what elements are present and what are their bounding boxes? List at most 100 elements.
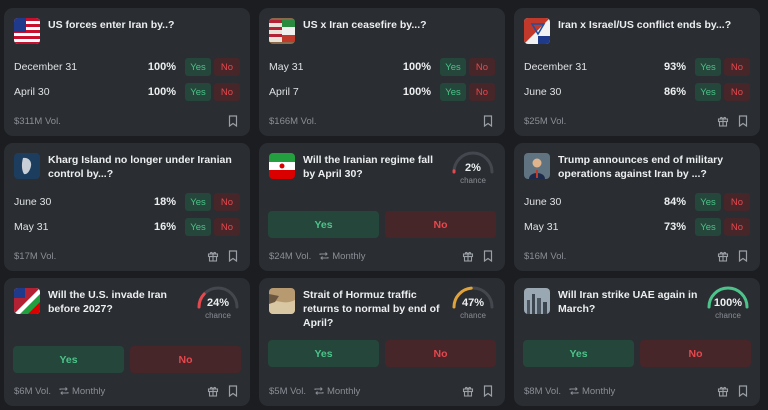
market-card[interactable]: Strait of Hormuz traffic returns to norm… [259, 278, 505, 406]
volume-label: $5M Vol. [269, 385, 306, 397]
yes-button[interactable]: Yes [440, 83, 466, 101]
market-title[interactable]: Will the Iranian regime fall by April 30… [303, 154, 434, 180]
gauge-arc [452, 151, 494, 174]
market-title[interactable]: US forces enter Iran by..? [48, 19, 175, 31]
no-button[interactable]: No [724, 218, 750, 236]
yes-button[interactable]: Yes [268, 340, 379, 367]
bookmark-icon[interactable] [226, 384, 240, 398]
recurrence-label: Monthly [71, 385, 106, 397]
repeat-icon [319, 252, 329, 260]
market-title[interactable]: Iran x Israel/US conflict ends by...? [558, 19, 732, 31]
yes-button[interactable]: Yes [440, 58, 466, 76]
outcome-row: December 31 100% Yes No [14, 58, 240, 76]
no-button[interactable]: No [214, 218, 240, 236]
iran-israel-flags-icon [524, 18, 550, 44]
chance-value: 47% [461, 297, 485, 309]
bookmark-icon[interactable] [736, 384, 750, 398]
chance-gauge: 24% chance [195, 285, 241, 320]
market-card[interactable]: Will the U.S. invade Iran before 2027? 2… [4, 278, 250, 406]
market-card[interactable]: Will Iran strike UAE again in March? 100… [514, 278, 760, 406]
outcome-label: December 31 [14, 61, 78, 73]
recurrence: Monthly [59, 386, 105, 397]
recurrence: Monthly [314, 386, 360, 397]
no-button[interactable]: No [214, 58, 240, 76]
outcome-row: April 30 100% Yes No [14, 83, 240, 101]
gift-icon[interactable] [206, 384, 220, 398]
yes-button[interactable]: Yes [185, 83, 211, 101]
market-card[interactable]: Trump announces end of military operatio… [514, 143, 760, 271]
market-title[interactable]: Trump announces end of military operatio… [558, 154, 724, 180]
iran-flag-icon [269, 153, 295, 179]
no-button[interactable]: No [385, 211, 496, 238]
bookmark-icon[interactable] [226, 114, 240, 128]
bookmark-icon[interactable] [226, 249, 240, 263]
chance-gauge: 47% chance [450, 285, 496, 320]
bookmark-icon[interactable] [736, 114, 750, 128]
gift-icon[interactable] [461, 249, 475, 263]
yes-button[interactable]: Yes [695, 218, 721, 236]
no-button[interactable]: No [640, 340, 751, 367]
no-button[interactable]: No [214, 193, 240, 211]
market-card[interactable]: Iran x Israel/US conflict ends by...? De… [514, 8, 760, 136]
island-map-icon [14, 153, 40, 179]
market-title[interactable]: Strait of Hormuz traffic returns to norm… [303, 289, 440, 329]
volume-label: $25M Vol. [524, 115, 567, 127]
outcome-row: May 31 16% Yes No [14, 218, 240, 236]
outcome-percent: 86% [663, 86, 686, 98]
outcome-label: April 30 [14, 86, 50, 98]
volume-label: $24M Vol. [269, 250, 312, 262]
outcome-label: May 31 [524, 221, 559, 233]
bookmark-icon[interactable] [481, 384, 495, 398]
outcome-row: April 7 100% Yes No [269, 83, 495, 101]
outcome-row: June 30 18% Yes No [14, 193, 240, 211]
gift-icon[interactable] [461, 384, 475, 398]
chance-value: 2% [465, 162, 481, 174]
market-card[interactable]: Will the Iranian regime fall by April 30… [259, 143, 505, 271]
yes-button[interactable]: Yes [695, 58, 721, 76]
outcome-percent: 18% [153, 196, 176, 208]
yes-button[interactable]: Yes [695, 193, 721, 211]
no-button[interactable]: No [469, 83, 495, 101]
market-card[interactable]: US forces enter Iran by..? December 31 1… [4, 8, 250, 136]
yes-button[interactable]: Yes [185, 193, 211, 211]
gift-icon[interactable] [716, 384, 730, 398]
market-title[interactable]: Will Iran strike UAE again in March? [558, 289, 698, 315]
yes-button[interactable]: Yes [268, 211, 379, 238]
no-button[interactable]: No [724, 83, 750, 101]
no-button[interactable]: No [214, 83, 240, 101]
outcome-percent: 16% [153, 221, 176, 233]
no-button[interactable]: No [724, 193, 750, 211]
yes-button[interactable]: Yes [13, 346, 124, 373]
recurrence: Monthly [569, 386, 615, 397]
outcome-row: May 31 100% Yes No [269, 58, 495, 76]
us-iran-flags-icon [269, 18, 295, 44]
market-title[interactable]: US x Iran ceasefire by...? [303, 19, 427, 31]
market-card[interactable]: Kharg Island no longer under Iranian con… [4, 143, 250, 271]
bookmark-icon[interactable] [481, 249, 495, 263]
no-button[interactable]: No [130, 346, 241, 373]
market-title[interactable]: Kharg Island no longer under Iranian con… [48, 154, 232, 180]
yes-button[interactable]: Yes [695, 83, 721, 101]
market-title[interactable]: Will the U.S. invade Iran before 2027? [48, 289, 167, 315]
yes-button[interactable]: Yes [523, 340, 634, 367]
chance-value: 24% [206, 297, 230, 309]
market-card[interactable]: US x Iran ceasefire by...? May 31 100% Y… [259, 8, 505, 136]
yes-button[interactable]: Yes [185, 58, 211, 76]
bookmark-icon[interactable] [736, 249, 750, 263]
gift-icon[interactable] [716, 114, 730, 128]
bookmark-icon[interactable] [481, 114, 495, 128]
outcome-label: April 7 [269, 86, 299, 98]
trump-photo-icon [524, 153, 550, 179]
outcome-percent: 100% [147, 86, 176, 98]
outcome-row: December 31 93% Yes No [524, 58, 750, 76]
outcome-percent: 100% [147, 61, 176, 73]
no-button[interactable]: No [724, 58, 750, 76]
no-button[interactable]: No [469, 58, 495, 76]
outcome-label: May 31 [269, 61, 304, 73]
outcome-percent: 84% [663, 196, 686, 208]
recurrence: Monthly [319, 251, 366, 262]
yes-button[interactable]: Yes [185, 218, 211, 236]
gift-icon[interactable] [716, 249, 730, 263]
gift-icon[interactable] [206, 249, 220, 263]
no-button[interactable]: No [385, 340, 496, 367]
